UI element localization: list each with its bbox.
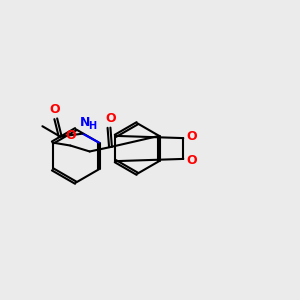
Text: H: H [88, 121, 96, 131]
Text: O: O [105, 112, 116, 125]
Text: O: O [65, 129, 76, 142]
Text: O: O [186, 130, 197, 142]
Text: O: O [49, 103, 60, 116]
Text: O: O [186, 154, 197, 167]
Text: N: N [80, 116, 90, 129]
